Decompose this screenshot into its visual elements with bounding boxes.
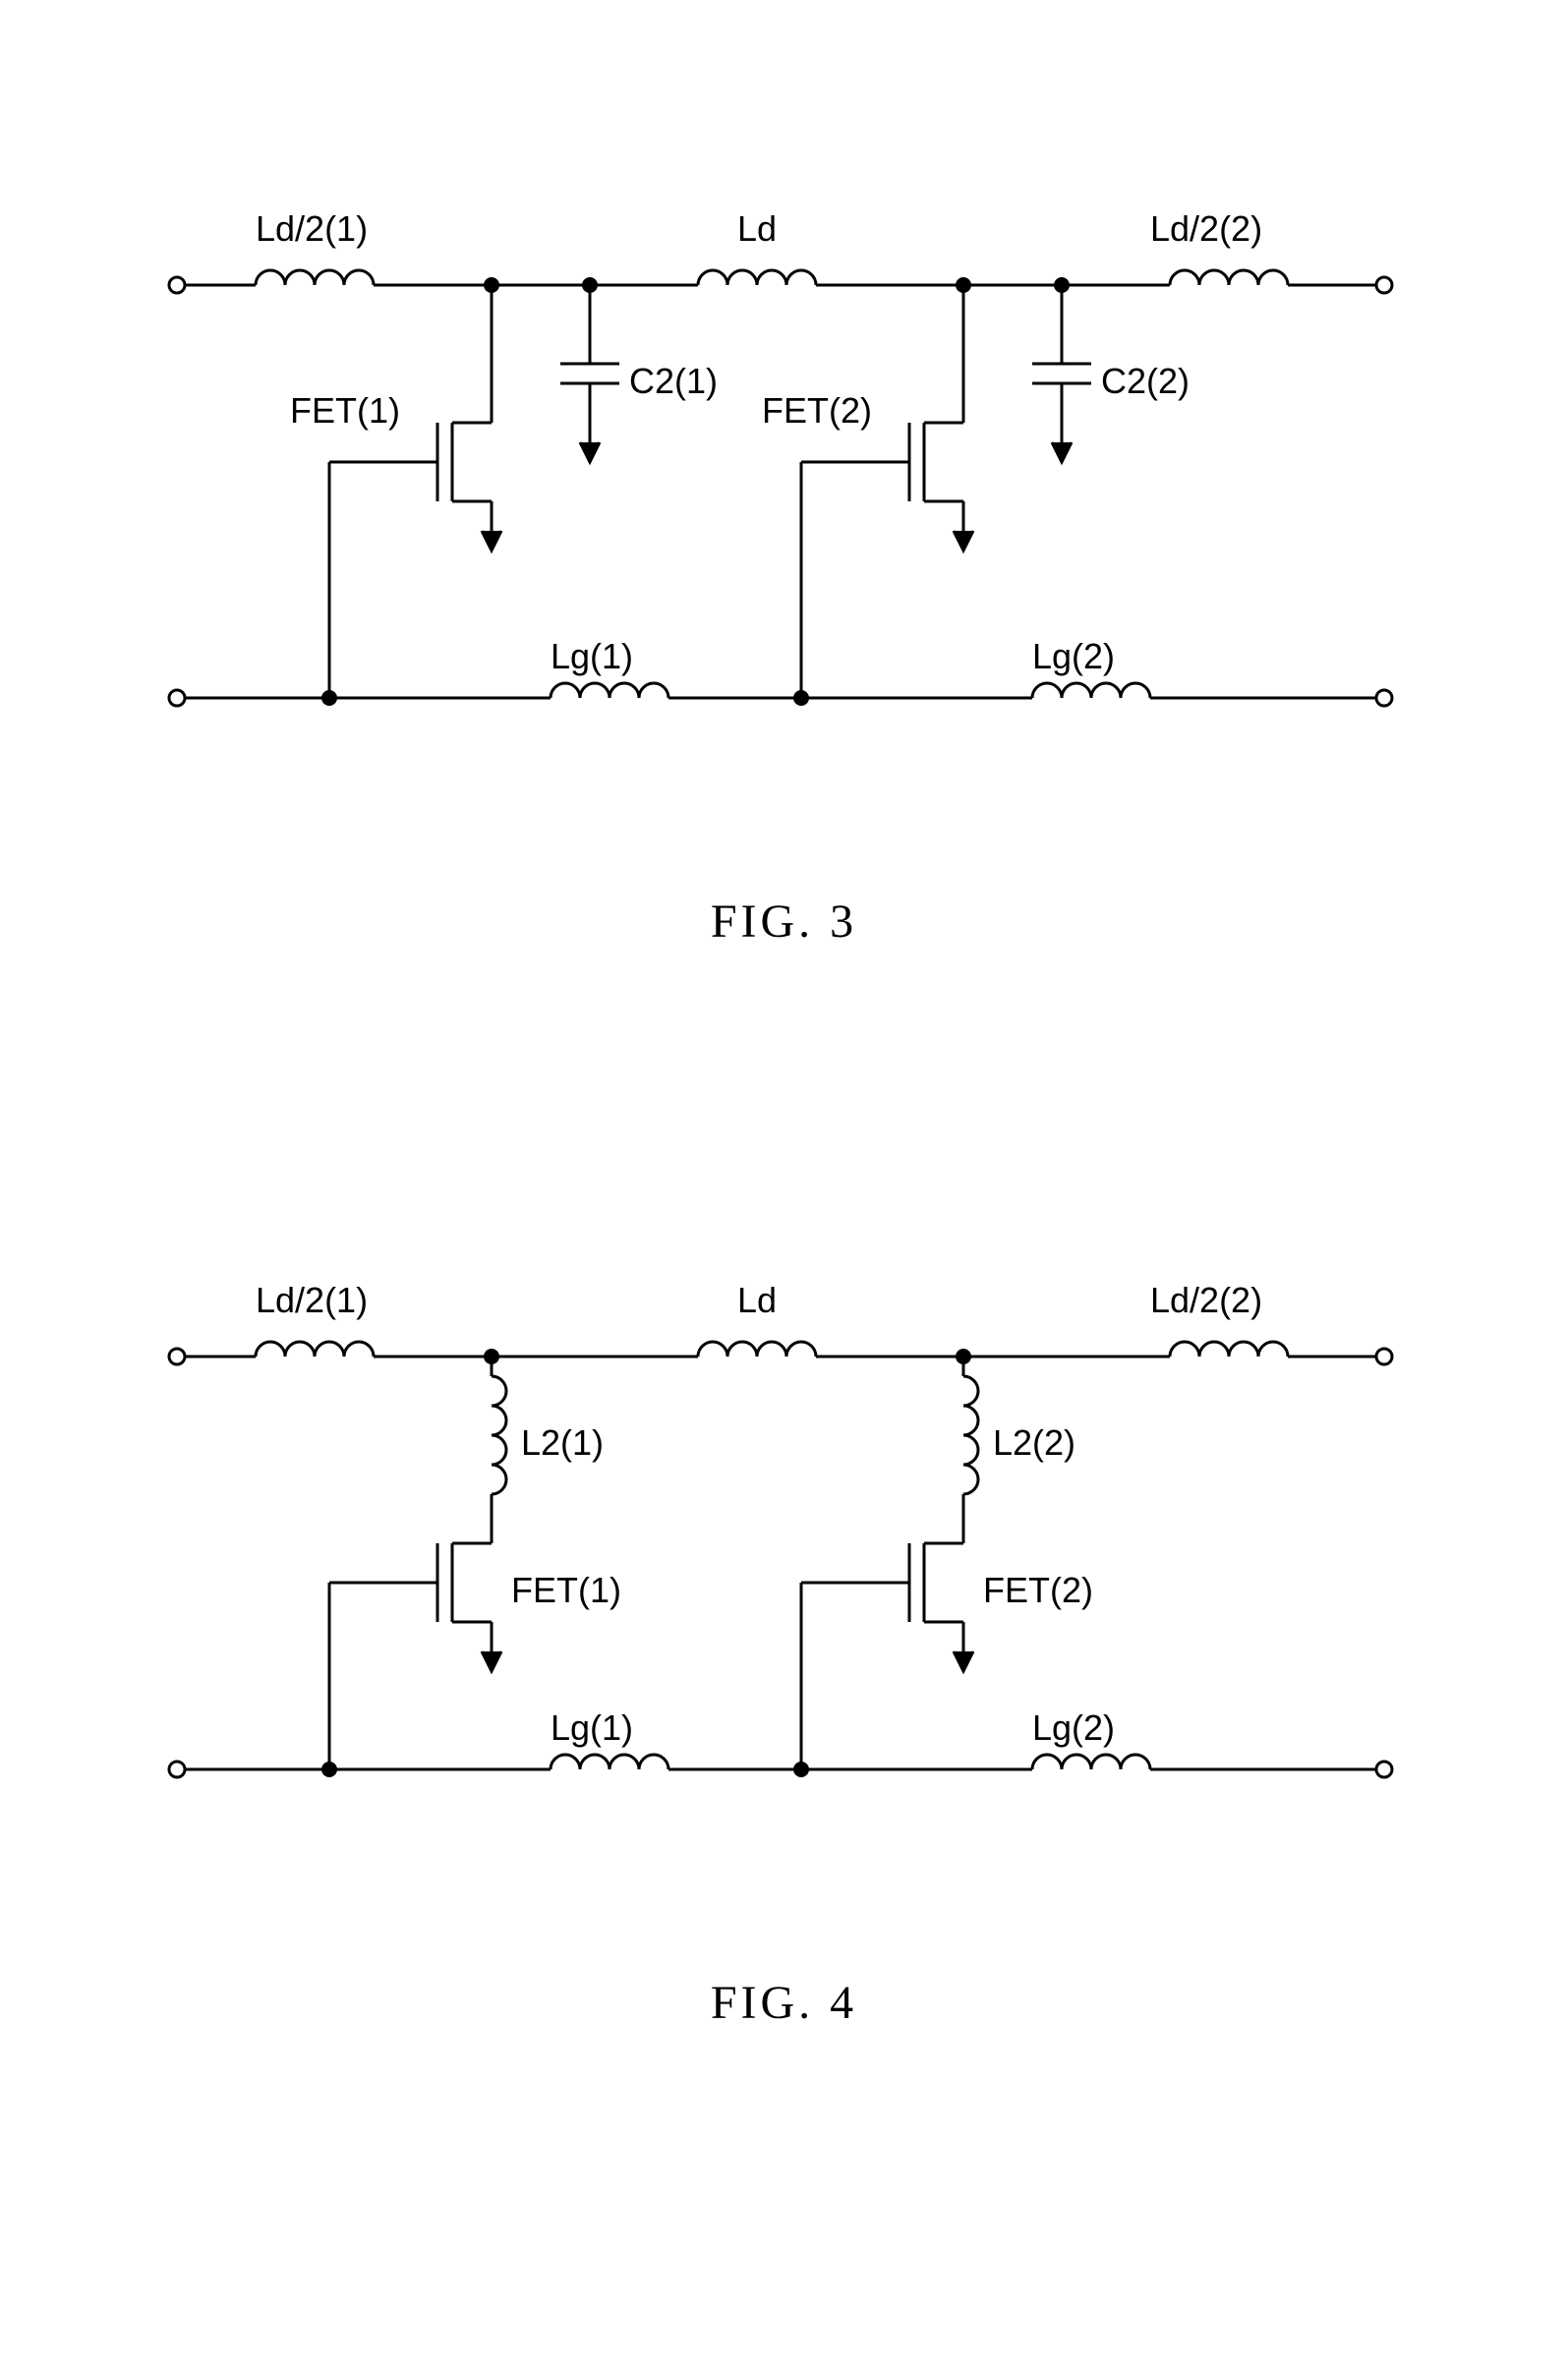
label-ld: Ld: [737, 208, 777, 249]
label-ld-half-1: Ld/2(1): [256, 1280, 368, 1320]
label-c2-2: C2(2): [1101, 361, 1190, 401]
figure-3-caption: FIG. 3: [0, 895, 1568, 949]
label-ld-half-2: Ld/2(2): [1150, 1280, 1262, 1320]
label-lg-2: Lg(2): [1032, 636, 1115, 676]
label-ld: Ld: [737, 1280, 777, 1320]
figure-3-circuit: Ld/2(1) Ld Ld/2(2) C2(1) C2(2) FET(1) FE…: [0, 147, 1568, 1229]
label-fet-1: FET(1): [511, 1570, 621, 1610]
label-fet-1: FET(1): [290, 390, 400, 431]
label-lg-1: Lg(1): [551, 1707, 633, 1748]
label-ld-half-1: Ld/2(1): [256, 208, 368, 249]
label-lg-2: Lg(2): [1032, 1707, 1115, 1748]
label-c2-1: C2(1): [629, 361, 718, 401]
label-ld-half-2: Ld/2(2): [1150, 208, 1262, 249]
label-fet-2: FET(2): [983, 1570, 1093, 1610]
label-l2-1: L2(1): [521, 1422, 604, 1463]
figure-4-caption: FIG. 4: [0, 1976, 1568, 2030]
figure-4-circuit: Ld/2(1) Ld Ld/2(2) L2(1) L2(2) FET(1) FE…: [0, 1219, 1568, 2300]
label-l2-2: L2(2): [993, 1422, 1075, 1463]
label-lg-1: Lg(1): [551, 636, 633, 676]
label-fet-2: FET(2): [762, 390, 872, 431]
